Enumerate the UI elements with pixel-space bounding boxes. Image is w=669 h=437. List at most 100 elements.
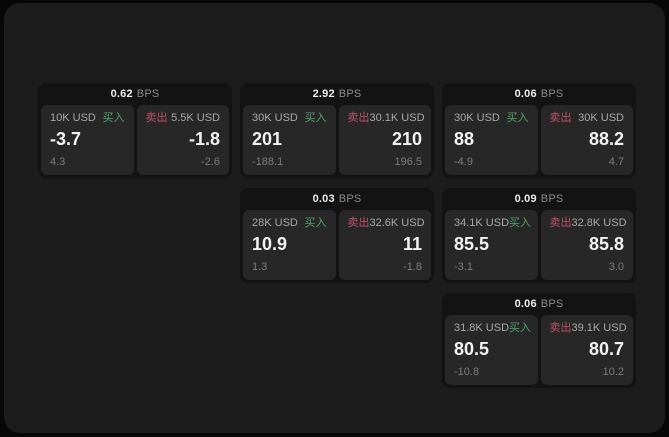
- buy-size: 28K USD: [252, 217, 298, 229]
- bps-unit-label: BPS: [540, 298, 564, 310]
- buy-tile-header: 34.1K USD 买入: [454, 217, 532, 230]
- buy-size: 31.8K USD: [454, 322, 510, 334]
- card-body: 30K USD 买入 201 -188.1 卖出 30.1K USD 210 1…: [240, 105, 434, 178]
- sell-tile-header: 卖出 32.8K USD: [549, 217, 627, 230]
- card-header: 0.06 BPS: [442, 293, 636, 315]
- sell-reference-value: -2.6: [201, 156, 220, 168]
- buy-size: 30K USD: [252, 112, 298, 124]
- bps-value: 0.06: [514, 298, 537, 310]
- buy-price: 201: [252, 129, 283, 149]
- sell-side-label: 卖出: [549, 112, 572, 124]
- quote-card: 0.06 BPS 31.8K USD 买入 80.5 -10.8 卖出 39.1…: [442, 293, 636, 388]
- sell-price: 88.2: [588, 129, 624, 149]
- bps-value: 0.62: [110, 88, 133, 100]
- buy-reference-value: -3.1: [454, 261, 473, 273]
- bps-unit-label: BPS: [540, 88, 564, 100]
- buy-side-label: 买入: [509, 322, 532, 334]
- sell-price: 210: [391, 129, 422, 149]
- buy-price: 88: [454, 129, 475, 149]
- sell-size: 32.6K USD: [369, 217, 425, 229]
- buy-reference-value: 1.3: [252, 261, 268, 273]
- buy-quote-tile[interactable]: 10K USD 买入 -3.7 4.3: [41, 105, 134, 175]
- buy-price: 10.9: [252, 234, 288, 254]
- card-body: 31.8K USD 买入 80.5 -10.8 卖出 39.1K USD 80.…: [442, 315, 636, 388]
- buy-tile-header: 31.8K USD 买入: [454, 322, 532, 335]
- sell-price: 85.8: [588, 234, 624, 254]
- sell-quote-tile[interactable]: 卖出 32.6K USD 11 -1.8: [338, 210, 431, 280]
- buy-price: 80.5: [454, 339, 490, 359]
- buy-side-label: 买入: [304, 217, 327, 229]
- buy-price: -3.7: [50, 129, 82, 149]
- buy-size: 30K USD: [454, 112, 500, 124]
- buy-side-label: 买入: [506, 112, 529, 124]
- sell-size: 32.8K USD: [571, 217, 627, 229]
- bps-value: 0.03: [312, 193, 335, 205]
- buy-side-label: 买入: [102, 112, 125, 124]
- sell-size: 5.5K USD: [171, 112, 220, 124]
- buy-quote-tile[interactable]: 30K USD 买入 88 -4.9: [445, 105, 538, 175]
- bps-unit-label: BPS: [338, 88, 362, 100]
- buy-quote-tile[interactable]: 34.1K USD 买入 85.5 -3.1: [445, 210, 538, 280]
- buy-size: 34.1K USD: [454, 217, 510, 229]
- sell-reference-value: 196.5: [394, 156, 422, 168]
- buy-tile-header: 10K USD 买入: [50, 112, 125, 125]
- card-header: 0.09 BPS: [442, 188, 636, 210]
- bps-unit-label: BPS: [338, 193, 362, 205]
- quotes-panel: 0.62 BPS 10K USD 买入 -3.7 4.3 卖出 5.5K USD…: [4, 3, 665, 433]
- sell-price: 80.7: [588, 339, 624, 359]
- sell-reference-value: -1.8: [403, 261, 422, 273]
- sell-quote-tile[interactable]: 卖出 5.5K USD -1.8 -2.6: [136, 105, 229, 175]
- sell-reference-value: 3.0: [608, 261, 624, 273]
- sell-quote-tile[interactable]: 卖出 30.1K USD 210 196.5: [338, 105, 431, 175]
- buy-reference-value: -4.9: [454, 156, 473, 168]
- sell-side-label: 卖出: [347, 217, 370, 229]
- quotes-grid: 0.62 BPS 10K USD 买入 -3.7 4.3 卖出 5.5K USD…: [38, 83, 636, 388]
- buy-quote-tile[interactable]: 31.8K USD 买入 80.5 -10.8: [445, 315, 538, 385]
- sell-tile-header: 卖出 39.1K USD: [549, 322, 627, 335]
- buy-reference-value: 4.3: [50, 156, 66, 168]
- sell-tile-header: 卖出 30K USD: [550, 112, 625, 125]
- sell-side-label: 卖出: [347, 112, 370, 124]
- card-body: 28K USD 买入 10.9 1.3 卖出 32.6K USD 11 -1.8: [240, 210, 434, 283]
- sell-tile-header: 卖出 32.6K USD: [347, 217, 425, 230]
- sell-quote-tile[interactable]: 卖出 32.8K USD 85.8 3.0: [540, 210, 633, 280]
- buy-quote-tile[interactable]: 30K USD 买入 201 -188.1: [243, 105, 336, 175]
- quote-card: 0.62 BPS 10K USD 买入 -3.7 4.3 卖出 5.5K USD…: [38, 83, 232, 178]
- sell-price: 11: [402, 234, 422, 254]
- quote-card: 0.09 BPS 34.1K USD 买入 85.5 -3.1 卖出 32.8K…: [442, 188, 636, 283]
- sell-tile-header: 卖出 30.1K USD: [347, 112, 425, 125]
- sell-side-label: 卖出: [549, 322, 572, 334]
- sell-side-label: 卖出: [549, 217, 572, 229]
- sell-quote-tile[interactable]: 卖出 39.1K USD 80.7 10.2: [540, 315, 633, 385]
- sell-reference-value: 10.2: [602, 366, 624, 378]
- bps-value: 0.06: [514, 88, 537, 100]
- buy-tile-header: 30K USD 买入: [454, 112, 529, 125]
- quote-card: 2.92 BPS 30K USD 买入 201 -188.1 卖出 30.1K …: [240, 83, 434, 178]
- buy-price: 85.5: [454, 234, 490, 254]
- sell-tile-header: 卖出 5.5K USD: [146, 112, 221, 125]
- buy-reference-value: -10.8: [454, 366, 480, 378]
- buy-tile-header: 30K USD 买入: [252, 112, 327, 125]
- card-header: 0.06 BPS: [442, 83, 636, 105]
- buy-quote-tile[interactable]: 28K USD 买入 10.9 1.3: [243, 210, 336, 280]
- card-header: 0.62 BPS: [38, 83, 232, 105]
- buy-size: 10K USD: [50, 112, 96, 124]
- sell-price: -1.8: [188, 129, 220, 149]
- sell-size: 30.1K USD: [369, 112, 425, 124]
- buy-tile-header: 28K USD 买入: [252, 217, 327, 230]
- sell-size: 30K USD: [578, 112, 624, 124]
- bps-value: 2.92: [312, 88, 335, 100]
- card-body: 34.1K USD 买入 85.5 -3.1 卖出 32.8K USD 85.8…: [442, 210, 636, 283]
- sell-size: 39.1K USD: [571, 322, 627, 334]
- buy-side-label: 买入: [509, 217, 532, 229]
- quote-card: 0.06 BPS 30K USD 买入 88 -4.9 卖出 30K USD 8…: [442, 83, 636, 178]
- bps-value: 0.09: [514, 193, 537, 205]
- card-header: 0.03 BPS: [240, 188, 434, 210]
- card-body: 30K USD 买入 88 -4.9 卖出 30K USD 88.2 4.7: [442, 105, 636, 178]
- bps-unit-label: BPS: [540, 193, 564, 205]
- buy-side-label: 买入: [304, 112, 327, 124]
- card-body: 10K USD 买入 -3.7 4.3 卖出 5.5K USD -1.8 -2.…: [38, 105, 232, 178]
- quote-card: 0.03 BPS 28K USD 买入 10.9 1.3 卖出 32.6K US…: [240, 188, 434, 283]
- sell-quote-tile[interactable]: 卖出 30K USD 88.2 4.7: [540, 105, 633, 175]
